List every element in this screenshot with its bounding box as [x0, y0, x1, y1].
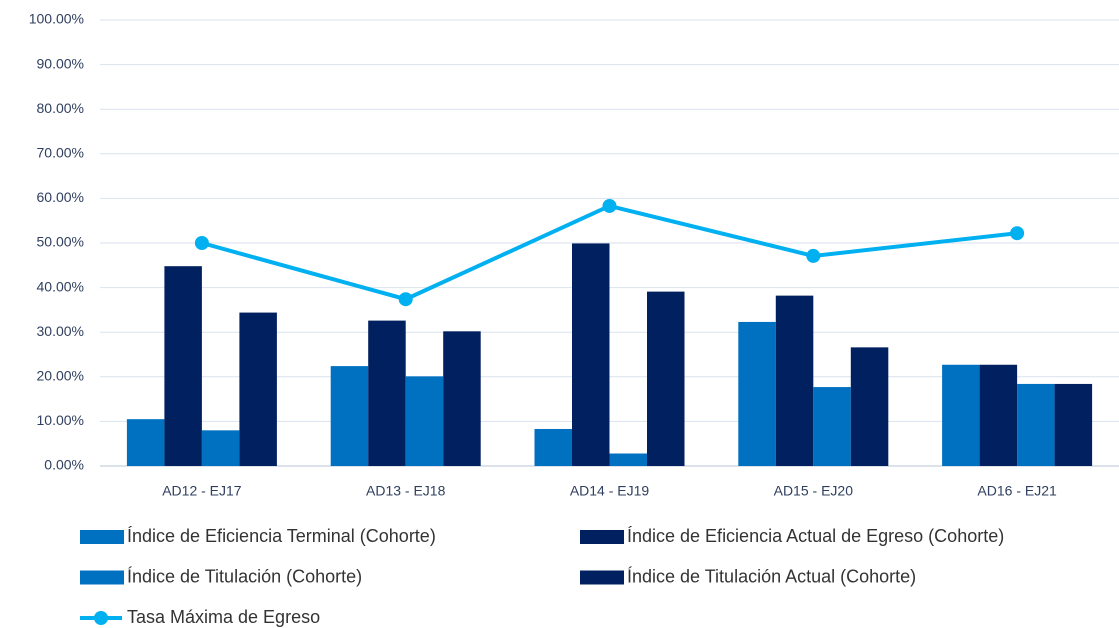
legend-marker [94, 611, 108, 625]
bar [942, 364, 980, 466]
legend-swatch [580, 530, 624, 544]
legend-label: Índice de Titulación (Cohorte) [127, 566, 362, 586]
bar [443, 331, 481, 466]
bar [534, 428, 572, 466]
bar [201, 430, 240, 466]
bar [330, 366, 369, 466]
bar [368, 320, 406, 466]
bar [609, 453, 647, 466]
bar [775, 295, 814, 466]
bar [572, 243, 610, 466]
bar [239, 312, 277, 466]
bar [1017, 383, 1055, 466]
y-tick-label: 70.00% [37, 145, 84, 161]
x-tick-label: AD16 - EJ21 [977, 483, 1057, 499]
y-tick-label: 10.00% [37, 412, 84, 428]
x-tick-label: AD15 - EJ20 [774, 483, 854, 499]
y-tick-label: 80.00% [37, 100, 84, 116]
legend-swatch [80, 530, 124, 544]
y-tick-label: 100.00% [29, 11, 84, 27]
bar [979, 364, 1018, 466]
line-marker [806, 248, 821, 263]
y-tick-label: 90.00% [37, 55, 84, 71]
x-tick-label: AD13 - EJ18 [366, 483, 446, 499]
x-tick-label: AD14 - EJ19 [570, 483, 650, 499]
bar [1054, 383, 1093, 466]
y-tick-label: 40.00% [37, 278, 84, 294]
bar [647, 291, 685, 466]
y-tick-label: 20.00% [37, 368, 84, 384]
legend-label: Índice de Titulación Actual (Cohorte) [627, 566, 916, 586]
y-tick-label: 30.00% [37, 323, 84, 339]
bar [164, 266, 202, 466]
bar [850, 347, 889, 466]
legend-label: Índice de Eficiencia Actual de Egreso (C… [627, 526, 1004, 546]
legend-label: Tasa Máxima de Egreso [127, 607, 320, 627]
line-marker [1010, 226, 1025, 241]
y-tick-label: 0.00% [44, 457, 84, 473]
y-tick-label: 60.00% [37, 189, 84, 205]
bar [738, 321, 776, 466]
line-marker [398, 292, 413, 307]
legend-swatch [580, 570, 624, 585]
legend-label: Índice de Eficiencia Terminal (Cohorte) [127, 526, 436, 546]
legend-swatch [80, 570, 124, 585]
x-tick-label: AD12 - EJ17 [162, 483, 242, 499]
line-marker [194, 236, 209, 250]
bar [405, 376, 444, 466]
legend: Índice de Eficiencia Terminal (Cohorte) Í… [80, 526, 1004, 627]
bar [126, 419, 165, 466]
line-marker [602, 198, 617, 213]
bar [813, 387, 851, 466]
y-tick-label: 50.00% [37, 234, 84, 250]
